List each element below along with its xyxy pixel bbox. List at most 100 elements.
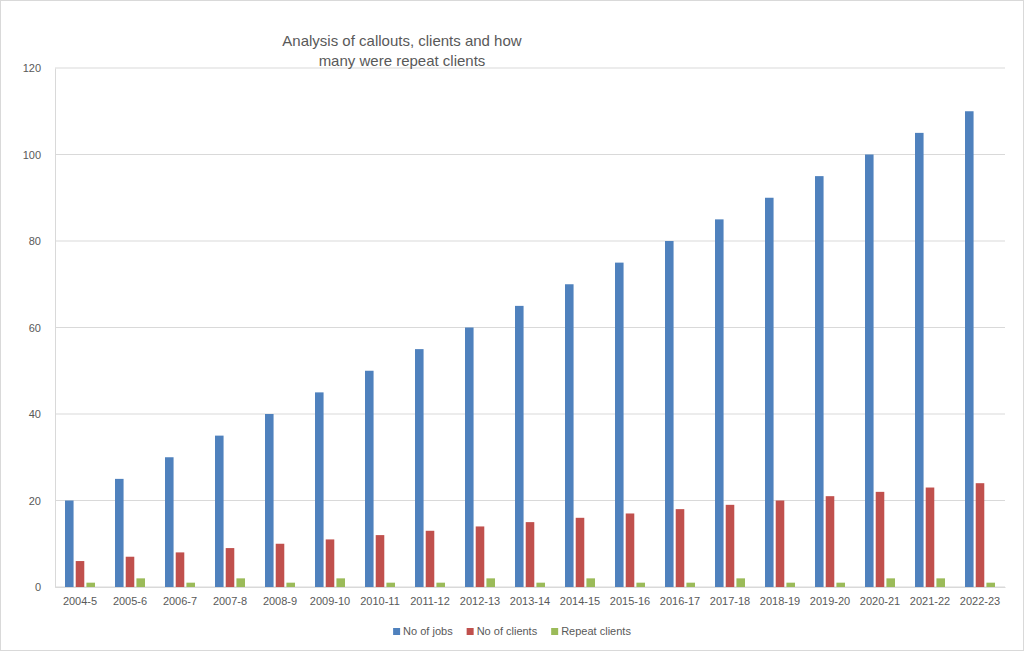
legend: No of jobs No of clients Repeat clients bbox=[393, 625, 631, 637]
bar bbox=[136, 578, 145, 587]
y-tick: 60 bbox=[29, 322, 55, 334]
bar bbox=[126, 557, 135, 587]
x-tick-label: 2010-11 bbox=[360, 595, 400, 607]
bar bbox=[386, 583, 395, 587]
legend-swatch bbox=[467, 628, 474, 635]
bar bbox=[726, 505, 735, 587]
bar bbox=[926, 488, 935, 587]
bar bbox=[886, 578, 895, 587]
x-tick: 2009-10 bbox=[310, 587, 350, 607]
bar bbox=[736, 578, 745, 587]
bar bbox=[665, 241, 674, 587]
x-tick: 2018-19 bbox=[760, 587, 800, 607]
x-tick-label: 2012-13 bbox=[460, 595, 500, 607]
bar bbox=[586, 578, 595, 587]
x-tick-label: 2008-9 bbox=[263, 595, 297, 607]
bar bbox=[215, 436, 224, 587]
x-tick: 2012-13 bbox=[460, 587, 500, 607]
legend-swatch bbox=[393, 628, 400, 635]
x-tick: 2010-11 bbox=[360, 587, 400, 607]
x-tick: 2013-14 bbox=[510, 587, 550, 607]
legend-item: No of jobs bbox=[393, 625, 453, 637]
bar bbox=[76, 561, 85, 587]
x-tick: 2007-8 bbox=[213, 587, 247, 607]
bar bbox=[565, 284, 574, 587]
y-tick: 120 bbox=[23, 62, 55, 74]
bar bbox=[526, 522, 535, 587]
x-tick: 2015-16 bbox=[610, 587, 650, 607]
grid-line bbox=[55, 241, 1005, 242]
x-tick-label: 2013-14 bbox=[510, 595, 550, 607]
bar bbox=[865, 155, 874, 588]
y-tick-label: 100 bbox=[23, 149, 41, 161]
bar bbox=[576, 518, 585, 587]
bar bbox=[376, 535, 385, 587]
bar bbox=[476, 526, 485, 587]
bar bbox=[315, 392, 324, 587]
x-axis-line bbox=[56, 587, 1006, 588]
x-tick: 2019-20 bbox=[810, 587, 850, 607]
grid-line bbox=[55, 327, 1005, 328]
bar bbox=[265, 414, 274, 587]
y-tick-label: 80 bbox=[29, 235, 41, 247]
chart-border bbox=[1, 1, 1024, 651]
legend-item: Repeat clients bbox=[551, 625, 631, 637]
x-tick-label: 2014-15 bbox=[560, 595, 600, 607]
bar bbox=[415, 349, 424, 587]
chart: 0 20 40 60 80 100 120 2004-5 2005-6 2006-7 2007-8 2… bbox=[0, 0, 1024, 651]
bars bbox=[65, 111, 995, 587]
bar bbox=[115, 479, 124, 587]
x-tick-label: 2009-10 bbox=[310, 595, 350, 607]
x-tick-label: 2017-18 bbox=[710, 595, 750, 607]
bar bbox=[986, 583, 995, 587]
x-tick-label: 2007-8 bbox=[213, 595, 247, 607]
bar bbox=[165, 457, 174, 587]
x-tick-label: 2019-20 bbox=[810, 595, 850, 607]
legend-label: No of clients bbox=[477, 625, 538, 637]
bar-series bbox=[76, 483, 985, 587]
y-tick: 20 bbox=[29, 495, 55, 507]
bar bbox=[615, 263, 624, 587]
bar bbox=[176, 552, 185, 587]
bar bbox=[826, 496, 835, 587]
chart-title-line: Analysis of callouts, clients and how bbox=[282, 32, 521, 49]
bar bbox=[515, 306, 524, 587]
y-tick-label: 20 bbox=[29, 495, 41, 507]
x-tick: 2022-23 bbox=[960, 587, 1000, 607]
bar bbox=[365, 371, 374, 587]
bar bbox=[965, 111, 974, 587]
grid-line bbox=[55, 68, 1005, 69]
bar bbox=[686, 583, 695, 587]
bar bbox=[976, 483, 985, 587]
bar bbox=[436, 583, 445, 587]
bar bbox=[676, 509, 685, 587]
bar bbox=[326, 539, 335, 587]
bar bbox=[915, 133, 924, 587]
grid bbox=[55, 68, 1005, 587]
bar bbox=[536, 583, 545, 587]
bar bbox=[765, 198, 774, 587]
bar bbox=[776, 501, 785, 588]
y-tick: 100 bbox=[23, 149, 55, 161]
x-tick-label: 2004-5 bbox=[63, 595, 97, 607]
bar bbox=[936, 578, 945, 587]
bar bbox=[636, 583, 645, 587]
bar bbox=[236, 578, 245, 587]
y-tick: 40 bbox=[29, 408, 55, 420]
x-tick: 2006-7 bbox=[163, 587, 197, 607]
bar bbox=[65, 501, 74, 588]
bar bbox=[876, 492, 885, 587]
x-tick-label: 2021-22 bbox=[910, 595, 950, 607]
y-tick: 0 bbox=[35, 581, 55, 593]
plot-area: 0 20 40 60 80 100 120 2004-5 2005-6 2006-7 2007-8 2… bbox=[23, 62, 1006, 607]
bar bbox=[286, 583, 295, 587]
x-tick-label: 2015-16 bbox=[610, 595, 650, 607]
x-tick: 2020-21 bbox=[860, 587, 900, 607]
x-tick: 2004-5 bbox=[63, 587, 97, 607]
x-tick-label: 2005-6 bbox=[113, 595, 147, 607]
x-tick-label: 2020-21 bbox=[860, 595, 900, 607]
bar bbox=[336, 578, 345, 587]
x-tick-label: 2006-7 bbox=[163, 595, 197, 607]
y-tick: 80 bbox=[29, 235, 55, 247]
x-tick-label: 2018-19 bbox=[760, 595, 800, 607]
